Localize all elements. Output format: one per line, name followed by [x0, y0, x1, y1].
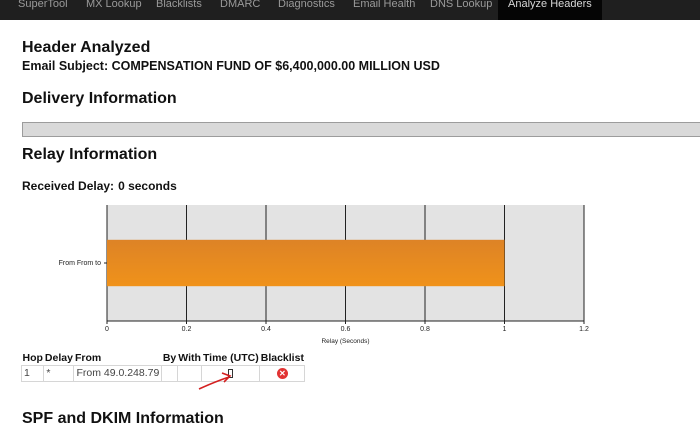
blacklisted-icon[interactable]: ✕ [276, 367, 288, 379]
relay-chart: From From to 0 0.2 0.4 0.6 0.8 1 1.2 Relay (Seco… [59, 205, 589, 345]
x-tick-label: 0 [105, 326, 109, 333]
cell-from: From 49.0.248.79 [73, 364, 163, 382]
received-delay-label: Received Delay: [22, 179, 115, 193]
cell-blacklist: ✕ [259, 364, 306, 382]
cell-time [201, 364, 261, 382]
x-tick-label: 1.2 [579, 326, 589, 333]
col-blacklist: Blacklist [260, 351, 304, 364]
spf-dkim-heading: SPF and DKIM Information [22, 410, 224, 427]
bar [107, 239, 505, 287]
x-tick-label: 0.8 [420, 326, 430, 333]
x-tick-label: 0.4 [261, 326, 271, 333]
page-title: Header Analyzed [22, 39, 151, 56]
nav-item-mx-lookup[interactable]: MX Lookup [86, 0, 142, 10]
col-time: Time (UTC) [202, 351, 259, 364]
nav-item-supertool[interactable]: SuperTool [18, 0, 68, 10]
x-tick-label: 0.2 [182, 326, 192, 333]
col-delay: Delay [44, 351, 73, 364]
cell-by [161, 364, 178, 382]
relay-heading: Relay Information [22, 146, 158, 163]
annotation-arrow-icon [198, 372, 232, 390]
cell-hop: 1 [20, 364, 45, 382]
col-with: With [178, 351, 201, 364]
cell-delay: * [43, 364, 75, 382]
category-label: From From to [59, 260, 101, 267]
received-delay-value: 0 seconds [118, 179, 177, 193]
nav-item-diagnostics[interactable]: Diagnostics [278, 0, 335, 10]
nav-item-dmarc[interactable]: DMARC [220, 0, 261, 10]
delivery-heading: Delivery Information [22, 90, 177, 107]
table-row: 1 * From 49.0.248.79 ✕ [20, 364, 306, 382]
col-from: From [74, 351, 102, 364]
nav-item-dns-lookup[interactable]: DNS Lookup [430, 0, 493, 10]
delivery-bar [22, 122, 700, 137]
nav-item-analyze-headers[interactable]: Analyze Headers [498, 0, 602, 20]
x-axis-label: Relay (Seconds) [321, 338, 369, 345]
table-header-row: Hop Delay From By With Time (UTC) Blackl… [22, 351, 305, 365]
x-tick-label: 1 [503, 326, 507, 333]
top-nav: SuperTool MX Lookup Blacklists DMARC Dia… [0, 0, 700, 20]
time-box-icon [228, 368, 234, 378]
nav-item-email-health[interactable]: Email Health [353, 0, 416, 10]
hop-table: Hop Delay From By With Time (UTC) Blackl… [20, 351, 306, 382]
col-by: By [162, 351, 177, 364]
col-hop: Hop [22, 351, 43, 364]
nav-item-blacklists[interactable]: Blacklists [156, 0, 202, 10]
x-tick-label: 0.6 [341, 326, 351, 333]
email-subject: Email Subject: COMPENSATION FUND OF $6,4… [22, 59, 440, 73]
received-delay: Received Delay: 0 seconds [22, 179, 177, 193]
